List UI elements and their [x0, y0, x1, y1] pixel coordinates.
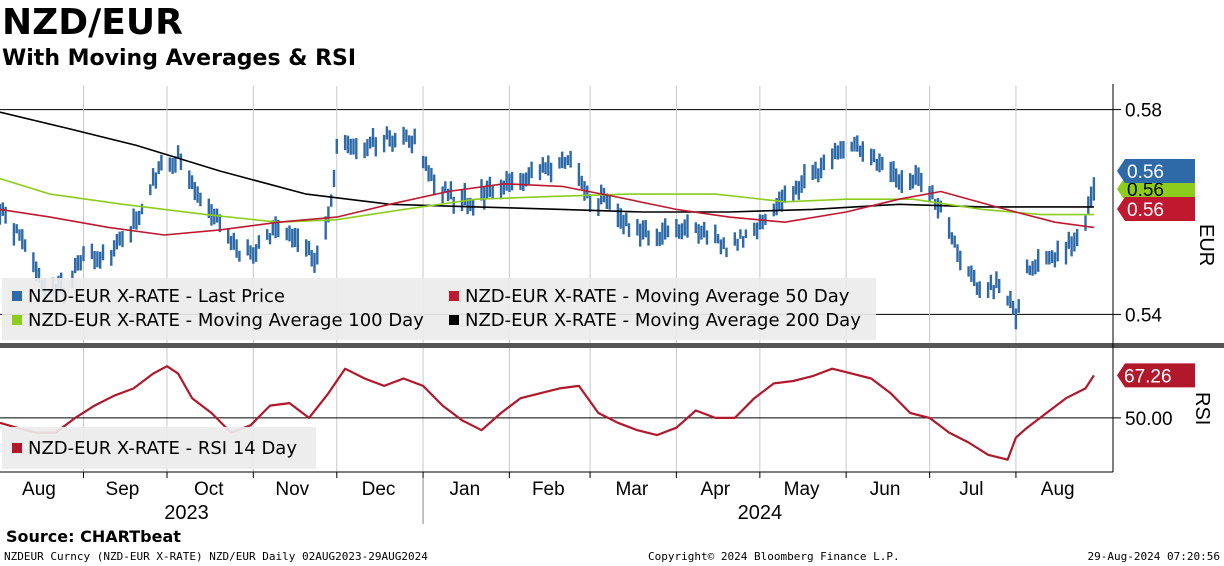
- legend-ma100: NZD-EUR X-RATE - Moving Average 100 Day: [12, 310, 424, 331]
- footer-ticker: NZDEUR Curncy (NZD-EUR X-RATE) NZD/EUR D…: [4, 550, 428, 563]
- legend-swatch-icon: [449, 291, 459, 301]
- x-tick-label: May: [784, 479, 820, 500]
- rsi-last-flag-label: 67.26: [1124, 366, 1172, 387]
- price-last-flag-label: 0.56: [1127, 162, 1164, 183]
- price-tick-label: 0.58: [1125, 101, 1162, 122]
- rsi-last-flag: [1117, 363, 1195, 388]
- x-tick-label: Dec: [362, 479, 396, 500]
- ma100-line: [0, 177, 1094, 223]
- year-label: 2024: [738, 502, 783, 524]
- x-tick-label: Aug: [1041, 479, 1075, 500]
- chart-subtitle: With Moving Averages & RSI: [2, 46, 357, 71]
- footer-timestamp: 29-Aug-2024 07:20:56: [1087, 550, 1220, 563]
- ma50-line: [0, 183, 1095, 236]
- ma50-last-flag: [1117, 197, 1195, 221]
- x-tick-label: Jan: [450, 479, 481, 500]
- x-tick-label: Apr: [701, 479, 731, 500]
- x-tick-label: Nov: [275, 479, 309, 500]
- ma50-last-flag-label: 0.56: [1127, 200, 1164, 221]
- rsi-legend: NZD-EUR X-RATE - RSI 14 Day: [2, 427, 316, 469]
- legend-swatch-icon: [12, 291, 22, 301]
- source-note: Source: CHARTbeat: [6, 527, 181, 546]
- ma100-last-flag-label: 0.56: [1127, 180, 1164, 201]
- x-tick-label: Oct: [194, 479, 224, 500]
- price-legend: NZD-EUR X-RATE - Last Price NZD-EUR X-RA…: [2, 278, 876, 340]
- rsi-line: [0, 365, 1095, 461]
- rsi-axis-label: RSI: [1191, 392, 1213, 425]
- x-tick-label: Mar: [615, 479, 648, 500]
- x-tick-label: Aug: [22, 479, 56, 500]
- x-tick-label: Feb: [532, 479, 565, 500]
- price-last-flag: [1117, 159, 1195, 183]
- x-tick-label: Sep: [106, 479, 140, 500]
- year-label: 2023: [164, 502, 209, 524]
- legend-swatch-icon: [449, 315, 459, 325]
- price-axis-label: EUR: [1195, 224, 1217, 266]
- chart-title: NZD/EUR: [2, 2, 183, 43]
- legend-ma200: NZD-EUR X-RATE - Moving Average 200 Day: [449, 310, 861, 331]
- footer-copyright: Copyright© 2024 Bloomberg Finance L.P.: [648, 550, 900, 563]
- ma200-line: [0, 111, 1094, 213]
- x-tick-label: Jul: [959, 479, 983, 500]
- x-tick-label: Jun: [870, 479, 901, 500]
- panel-divider: [0, 343, 1224, 348]
- legend-last-price: NZD-EUR X-RATE - Last Price: [12, 286, 285, 307]
- legend-ma50: NZD-EUR X-RATE - Moving Average 50 Day: [449, 286, 849, 307]
- rsi-tick-label: 50.00: [1125, 409, 1173, 430]
- legend-swatch-icon: [12, 315, 22, 325]
- legend-rsi: NZD-EUR X-RATE - RSI 14 Day: [12, 438, 297, 459]
- legend-swatch-icon: [12, 443, 22, 453]
- price-tick-label: 0.54: [1125, 305, 1162, 326]
